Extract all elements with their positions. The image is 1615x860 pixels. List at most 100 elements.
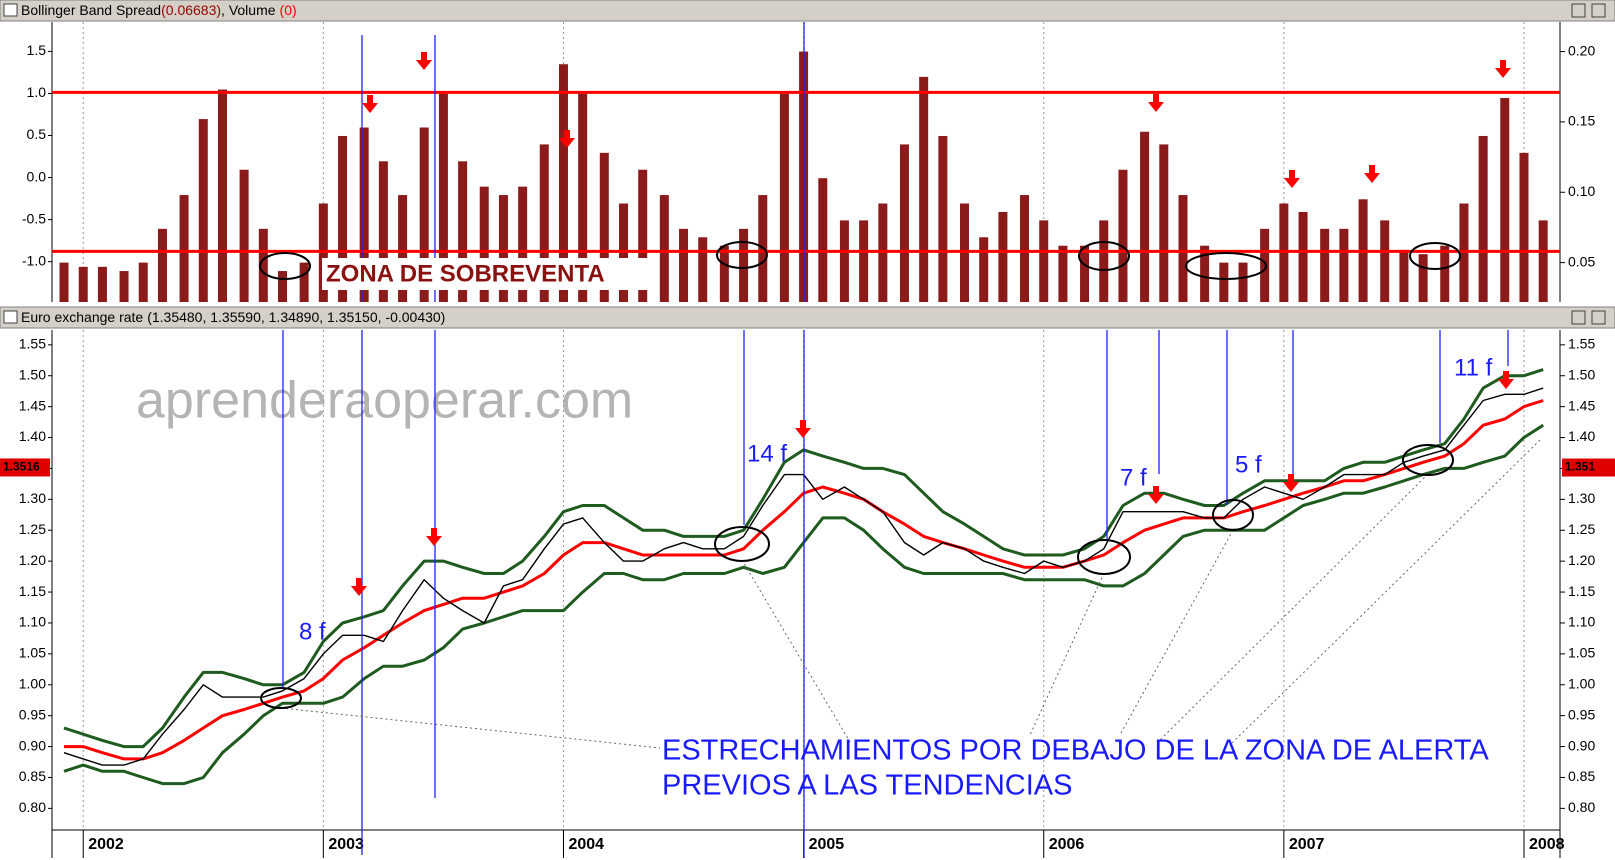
bar: [498, 195, 508, 302]
restore-button[interactable]: [1571, 310, 1586, 325]
bar: [1178, 195, 1188, 302]
x-tick-label: 2004: [568, 836, 604, 853]
title: Bollinger Band Spread: [21, 2, 161, 18]
y-tick-label: 1.50: [1568, 366, 1595, 382]
signal-arrow: [1148, 94, 1164, 112]
annotation: 11 f: [1454, 354, 1493, 381]
bar: [138, 262, 148, 302]
zone-label-box: [322, 258, 652, 290]
y2-tick-label: 0.20: [1568, 42, 1595, 58]
bar: [1219, 262, 1229, 302]
bar: [97, 266, 107, 302]
bar: [638, 169, 648, 302]
x-tick-label: 2007: [1289, 836, 1325, 853]
y-tick-label: 0.80: [1568, 799, 1595, 815]
y2-tick-label: 0.10: [1568, 183, 1595, 199]
bar: [1200, 245, 1210, 302]
y-tick-label: 0.95: [19, 706, 46, 722]
signal-arrow: [362, 95, 378, 113]
signal-arrow: [1283, 474, 1299, 492]
signal-arrow: [1364, 165, 1380, 183]
y-tick-label: 0.95: [1568, 706, 1595, 722]
bar: [1020, 195, 1030, 302]
bar: [179, 195, 189, 302]
y-tick-label: 1.10: [1568, 614, 1595, 630]
bar: [299, 262, 309, 302]
price-tag: [1562, 458, 1615, 477]
y-tick-label: 1.45: [1568, 397, 1595, 413]
close-button[interactable]: [1591, 310, 1606, 325]
bar: [1478, 135, 1488, 302]
bar: [558, 64, 568, 302]
y-tick-label: 0.0: [27, 168, 47, 184]
close-button[interactable]: [1591, 3, 1606, 18]
highlight-ellipse: [1212, 499, 1254, 531]
bar: [458, 161, 468, 302]
bar: [739, 228, 749, 302]
y-tick-label: -1.0: [22, 252, 46, 268]
signal-arrow: [1148, 486, 1164, 504]
bar: [998, 211, 1008, 302]
bar: [839, 220, 849, 302]
restore-button[interactable]: [1571, 3, 1586, 18]
title-bar: [0, 306, 1615, 329]
highlight-ellipse: [716, 241, 768, 269]
signal-arrow: [1495, 60, 1511, 78]
y-tick-label: 1.20: [19, 552, 46, 568]
y-tick-label: 1.30: [1568, 490, 1595, 506]
title-values: (0.06683): [161, 2, 221, 18]
bar: [438, 93, 448, 303]
title: Euro exchange rate: [21, 309, 143, 325]
bar: [119, 271, 129, 302]
bar: [719, 245, 729, 302]
bar: [979, 237, 989, 302]
bar: [1140, 131, 1150, 302]
highlight-ellipse: [260, 687, 302, 709]
signal-arrow: [559, 130, 575, 148]
y2-tick-label: 0.15: [1568, 113, 1595, 129]
bar: [338, 135, 348, 302]
bar: [659, 195, 669, 302]
bar: [818, 178, 828, 302]
guide-line: [741, 559, 851, 743]
subtitle-values: (0): [280, 2, 297, 18]
price-tag: [0, 458, 50, 477]
y-tick-label: 1.55: [1568, 336, 1595, 352]
bar: [518, 186, 528, 302]
y-tick-label: 1.5: [27, 42, 47, 58]
window-icon: [3, 3, 18, 17]
x-tick-label: 2005: [809, 836, 845, 853]
bar: [599, 152, 609, 302]
bar: [1320, 228, 1330, 302]
bar: [1399, 249, 1409, 302]
highlight-ellipse: [1078, 241, 1130, 271]
bar: [359, 127, 369, 302]
y-tick-label: 1.05: [1568, 645, 1595, 661]
y-tick-label: 0.5: [27, 126, 47, 142]
bar: [419, 127, 429, 302]
bar: [899, 144, 909, 302]
annotation: 8 f: [299, 618, 326, 645]
y-tick-label: 1.20: [1568, 552, 1595, 568]
signal-arrow: [795, 420, 811, 438]
annotation: 14 f: [747, 440, 787, 467]
highlight-ellipse: [1077, 539, 1131, 575]
bar: [1080, 245, 1090, 302]
y-tick-label: 1.50: [19, 366, 46, 382]
y-tick-label: 1.30: [19, 490, 46, 506]
bar: [1298, 211, 1308, 302]
bar: [1118, 169, 1128, 302]
bar: [1339, 228, 1349, 302]
bar: [1380, 220, 1390, 302]
title-values: (1.35480, 1.35590, 1.34890, 1.35150, -0.…: [147, 309, 445, 325]
y-tick-label: 0.85: [19, 768, 46, 784]
y-tick-label: 1.15: [19, 583, 46, 599]
bar: [479, 186, 489, 302]
y-tick-label: 1.00: [1568, 675, 1595, 691]
subtitle: , Volume: [221, 2, 276, 18]
bar: [157, 228, 167, 302]
signal-arrow: [351, 578, 367, 596]
y-tick-label: 1.15: [1568, 583, 1595, 599]
